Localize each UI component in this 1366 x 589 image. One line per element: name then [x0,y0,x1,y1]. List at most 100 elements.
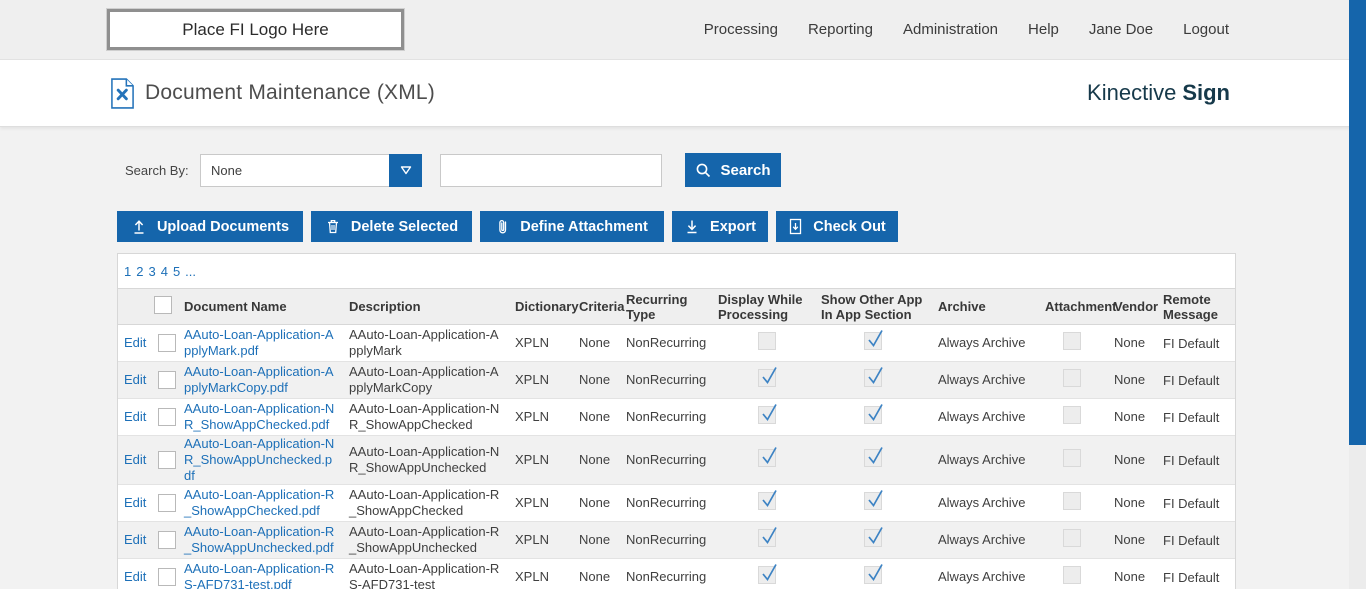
page-link-5[interactable]: 5 [172,264,181,279]
check-out-icon [790,218,802,235]
nav-processing[interactable]: Processing [703,21,778,38]
header-remote-message: Remote Message [1163,291,1218,322]
scrollbar-thumb[interactable] [1349,0,1366,445]
brand-name-bold: Sign [1182,80,1230,105]
doc-name-link[interactable]: AAuto-Loan-Application-ApplyMark.pdf [184,327,334,358]
doc-name-link[interactable]: AAuto-Loan-Application-NR_ShowAppChecked… [184,401,335,432]
attachment-checkbox [1063,492,1081,510]
pagination: 1 2 3 4 5... [118,254,1235,288]
archive-cell: Always Archive [938,372,1026,387]
doc-name-link[interactable]: AAuto-Loan-Application-NR_ShowAppUncheck… [184,436,335,483]
row-select-checkbox[interactable] [158,371,177,389]
remote-message-cell: FI Default [1163,335,1220,351]
remote-message-cell: FI Default [1163,452,1220,468]
vendor-cell: None [1114,409,1146,424]
search-button[interactable]: Search [685,153,781,187]
archive-cell: Always Archive [938,495,1026,510]
upload-documents-button[interactable]: Upload Documents [117,211,303,242]
attachment-checkbox [1063,566,1081,584]
row-select-checkbox[interactable] [158,334,177,352]
criteria-cell: None [579,372,611,387]
fi-logo-placeholder: Place FI Logo Here [106,8,405,51]
doc-name-link[interactable]: AAuto-Loan-Application-RS-AFD731-test.pd… [184,561,335,589]
doc-name-link[interactable]: AAuto-Loan-Application-R_ShowAppUnchecke… [184,524,335,555]
description-cell: AAuto-Loan-Application-RS-AFD731-test [349,561,500,589]
dictionary-cell: XPLN [515,452,549,467]
nav-user-jane-doe[interactable]: Jane Doe [1088,21,1154,38]
page-link-2[interactable]: 2 [136,264,144,279]
page-link-1[interactable]: 1 [124,264,132,279]
page-link-3[interactable]: 3 [148,264,156,279]
table-rows: Edit AAuto-Loan-Application-ApplyMark.pd… [118,325,1235,589]
archive-cell: Always Archive [938,452,1026,467]
page-title: Document Maintenance (XML) [145,81,435,104]
search-input[interactable] [440,153,662,187]
vendor-cell: None [1114,452,1146,467]
table-row: Edit AAuto-Loan-Application-R_ShowAppUnc… [118,522,1235,559]
brand-logo: Kinective Sign [1087,80,1230,106]
display-while-processing-checkbox [758,447,777,467]
show-other-app-checkbox [864,367,883,387]
display-while-processing-checkbox [758,367,777,387]
header-display-while-processing: Display While Processing [718,291,803,322]
check-out-button[interactable]: Check Out [776,211,898,242]
top-bar: Place FI Logo Here Processing Reporting … [0,0,1366,60]
vertical-scrollbar[interactable] [1349,0,1366,589]
remote-message-cell: FI Default [1163,372,1220,388]
table-row: Edit AAuto-Loan-Application-RS-AFD731-te… [118,559,1235,589]
search-icon [697,163,711,177]
show-other-app-checkbox [864,330,883,350]
doc-name-link[interactable]: AAuto-Loan-Application-ApplyMarkCopy.pdf [184,364,334,395]
doc-name-link[interactable]: AAuto-Loan-Application-R_ShowAppChecked.… [184,487,335,518]
trash-icon [327,219,338,234]
dropdown-toggle[interactable] [389,153,422,187]
edit-link[interactable]: Edit [124,569,147,584]
edit-link[interactable]: Edit [124,335,147,350]
page-link-4[interactable]: 4 [160,264,168,279]
criteria-cell: None [579,335,611,350]
dictionary-cell: XPLN [515,335,549,350]
recurring-type-cell: NonRecurring [626,495,707,510]
nav-administration[interactable]: Administration [902,21,999,38]
row-select-checkbox[interactable] [158,494,177,512]
export-button[interactable]: Export [672,211,768,242]
row-select-checkbox[interactable] [158,451,177,469]
nav-logout[interactable]: Logout [1183,21,1229,38]
export-icon [687,220,697,234]
description-cell: AAuto-Loan-Application-NR_ShowAppUncheck… [349,444,500,475]
row-select-checkbox[interactable] [158,531,177,549]
edit-link[interactable]: Edit [124,372,147,387]
search-by-dropdown[interactable]: None [200,153,422,187]
page-link-more[interactable]: ... [185,264,197,279]
vendor-cell: None [1114,532,1146,547]
header-dictionary: Dictionary [515,299,579,314]
dictionary-cell: XPLN [515,372,549,387]
nav-reporting[interactable]: Reporting [807,21,873,38]
recurring-type-cell: NonRecurring [626,335,707,350]
edit-link[interactable]: Edit [124,409,147,424]
display-while-processing-checkbox [758,527,777,547]
delete-selected-button[interactable]: Delete Selected [311,211,472,242]
nav-help[interactable]: Help [1028,21,1059,38]
vendor-cell: None [1114,569,1146,584]
description-cell: AAuto-Loan-Application-ApplyMarkCopy [349,364,499,395]
criteria-cell: None [579,569,611,584]
search-row: Search By: None Search [117,153,1236,187]
paperclip-icon [499,219,507,234]
dictionary-cell: XPLN [515,569,549,584]
row-select-checkbox[interactable] [158,408,177,426]
edit-link[interactable]: Edit [124,452,147,467]
row-select-checkbox[interactable] [158,568,177,586]
header-description: Description [349,299,421,314]
select-all-checkbox[interactable] [154,296,172,314]
define-attachment-button[interactable]: Define Attachment [480,211,664,242]
dictionary-cell: XPLN [515,409,549,424]
recurring-type-cell: NonRecurring [626,532,707,547]
criteria-cell: None [579,409,611,424]
description-cell: AAuto-Loan-Application-NR_ShowAppChecked [349,401,500,432]
edit-link[interactable]: Edit [124,495,147,510]
edit-link[interactable]: Edit [124,532,147,547]
table-row: Edit AAuto-Loan-Application-NR_ShowAppUn… [118,436,1235,485]
vendor-cell: None [1114,335,1146,350]
criteria-cell: None [579,452,611,467]
